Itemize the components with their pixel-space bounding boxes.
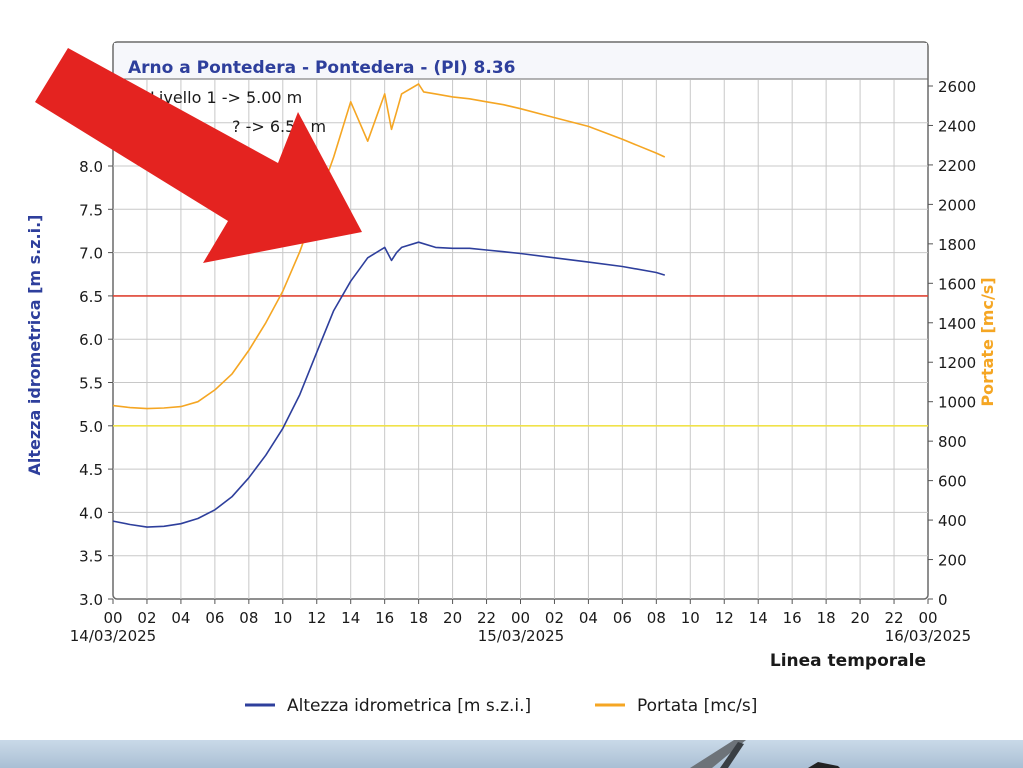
xtick-label: 04	[171, 609, 190, 627]
ytick-right-label: 1200	[938, 354, 976, 372]
ytick-left-label: 4.0	[79, 504, 103, 522]
xtick-label: 20	[443, 609, 462, 627]
ytick-left-label: 6.5	[79, 288, 103, 306]
left-axis-ticks: 3.0 3.5 4.0 4.5 5.0 5.5 6.0 6.5 7.0 7.5 8.0	[79, 158, 113, 609]
ytick-right-label: 2200	[938, 157, 976, 175]
red-arrow	[35, 48, 362, 263]
ytick-right-label: 1800	[938, 236, 976, 254]
ytick-right-label: 600	[938, 473, 967, 491]
date-label-2: 15/03/2025	[478, 627, 564, 645]
xtick-label: 22	[884, 609, 903, 627]
ytick-right-label: 2400	[938, 117, 976, 135]
legend-label-level: Altezza idrometrica [m s.z.i.]	[287, 696, 531, 716]
ytick-left-label: 5.0	[79, 418, 103, 436]
xtick-label: 10	[273, 609, 292, 627]
xtick-label: 06	[613, 609, 632, 627]
series-line-flow	[112, 83, 666, 410]
chart-title: Arno a Pontedera - Pontedera - (PI) 8.36	[128, 58, 516, 78]
date-label-1: 14/03/2025	[70, 627, 156, 645]
ytick-right-label: 1400	[938, 315, 976, 333]
legend: Altezza idrometrica [m s.z.i.] Portata […	[245, 696, 757, 716]
xtick-label: 20	[851, 609, 870, 627]
xtick-label: 12	[715, 609, 734, 627]
ylabel-right: Portate [mc/s]	[978, 277, 997, 406]
legend-label-flow: Portata [mc/s]	[637, 696, 757, 716]
xtick-label: 16	[783, 609, 802, 627]
xtick-label: 00	[918, 609, 937, 627]
threshold-text-2: ? -> 6.50 m	[232, 117, 326, 136]
xtick-label: 04	[579, 609, 598, 627]
title-bar	[114, 43, 927, 79]
right-axis-ticks: 0 200 400 600 800 1000 1200 1400 1600 1800 2000 220…	[928, 78, 976, 609]
ytick-left-label: 6.0	[79, 331, 103, 349]
xlabel: Linea temporale	[770, 651, 926, 671]
ytick-left-label: 7.0	[79, 245, 103, 263]
ytick-right-label: 200	[938, 552, 967, 570]
xtick-label: 22	[477, 609, 496, 627]
xtick-label: 08	[239, 609, 258, 627]
x-axis-ticks: 00 02 04 06 08 10 12 14 16 18 20 22 00 02 04 06 08 10 12 14…	[103, 599, 938, 627]
ytick-left-label: 3.5	[79, 548, 103, 566]
series-layer	[112, 83, 666, 528]
xtick-label: 18	[817, 609, 836, 627]
xtick-label: 02	[137, 609, 156, 627]
ytick-left-label: 5.5	[79, 375, 103, 393]
ytick-right-label: 400	[938, 512, 967, 530]
ytick-right-label: 800	[938, 433, 967, 451]
ytick-right-label: 1600	[938, 275, 976, 293]
xtick-label: 06	[205, 609, 224, 627]
ytick-left-label: 8.0	[79, 158, 103, 176]
ylabel-left: Altezza idrometrica [m s.z.i.]	[25, 215, 44, 476]
ytick-right-label: 2000	[938, 196, 976, 214]
xtick-label: 14	[341, 609, 360, 627]
xtick-label: 10	[681, 609, 700, 627]
ytick-right-label: 1000	[938, 394, 976, 412]
xtick-label: 00	[103, 609, 122, 627]
ytick-left-label: 3.0	[79, 591, 103, 609]
bottom-photo-strip	[0, 740, 1023, 768]
xtick-label: 02	[545, 609, 564, 627]
threshold-text-1: Livello 1 -> 5.00 m	[150, 88, 302, 107]
date-label-3: 16/03/2025	[885, 627, 971, 645]
series-line-level	[112, 241, 666, 528]
ytick-right-label: 2600	[938, 78, 976, 96]
xtick-label: 16	[375, 609, 394, 627]
xtick-label: 18	[409, 609, 428, 627]
strip-object	[690, 740, 840, 768]
ytick-left-label: 7.5	[79, 201, 103, 219]
ytick-right-label: 0	[938, 591, 948, 609]
xtick-label: 14	[749, 609, 768, 627]
xtick-label: 12	[307, 609, 326, 627]
xtick-label: 00	[511, 609, 530, 627]
threshold-lines	[113, 295, 928, 427]
ytick-left-label: 4.5	[79, 461, 103, 479]
xtick-label: 08	[647, 609, 666, 627]
